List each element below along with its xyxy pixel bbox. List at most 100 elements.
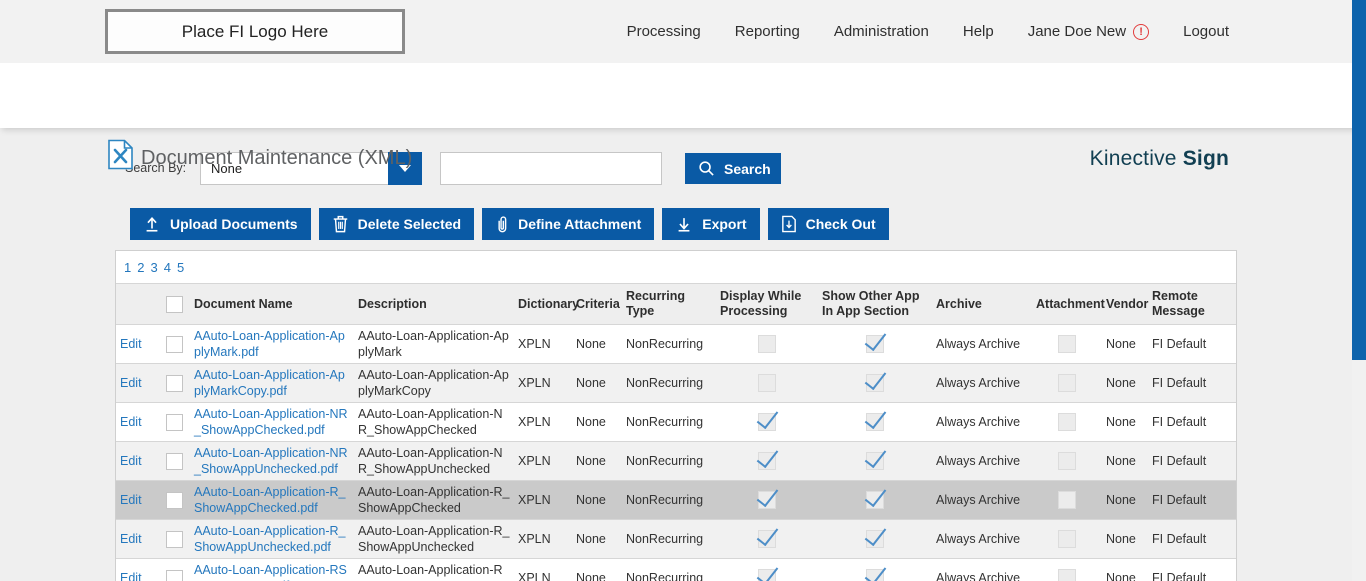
document-name-link[interactable]: AAuto-Loan-Application-NR_ShowAppUncheck… <box>194 446 348 476</box>
criteria-value: None <box>576 454 606 468</box>
attachment-checkbox <box>1058 530 1076 548</box>
nav-reporting[interactable]: Reporting <box>734 23 800 40</box>
document-name-link[interactable]: AAuto-Loan-Application-NR_ShowAppChecked… <box>194 407 348 437</box>
edit-link[interactable]: Edit <box>120 415 142 429</box>
page-link-3[interactable]: 3 <box>150 259 158 275</box>
remote-message-value: FI Default <box>1152 415 1207 429</box>
page-link-4[interactable]: 4 <box>163 259 171 275</box>
header-document-name: Document Name <box>194 296 293 311</box>
row-select-checkbox[interactable] <box>165 530 183 548</box>
recurring-type-value: NonRecurring <box>626 493 704 507</box>
recurring-type-value: NonRecurring <box>626 454 704 468</box>
define-attachment-button[interactable]: Define Attachment <box>482 208 655 240</box>
header-vendor: Vendor <box>1106 296 1149 311</box>
show-other-app-checkbox <box>866 452 884 470</box>
display-while-processing-checkbox <box>758 569 776 581</box>
upload-documents-button[interactable]: Upload Documents <box>130 208 311 240</box>
edit-link[interactable]: Edit <box>120 337 142 351</box>
display-while-processing-checkbox <box>758 530 776 548</box>
row-select-checkbox[interactable] <box>165 335 183 353</box>
show-other-app-checkbox <box>866 374 884 392</box>
edit-link[interactable]: Edit <box>120 376 142 390</box>
table-row[interactable]: Edit AAuto-Loan-Application-RS-AFD731-te… <box>116 558 1236 581</box>
nav-user-menu[interactable]: Jane Doe New ! <box>1028 23 1150 40</box>
table-row[interactable]: Edit AAuto-Loan-Application-ApplyMark.pd… <box>116 324 1236 364</box>
archive-value: Always Archive <box>936 415 1021 429</box>
document-name-link[interactable]: AAuto-Loan-Application-ApplyMarkCopy.pdf <box>194 368 345 398</box>
nav-logout[interactable]: Logout <box>1183 23 1229 40</box>
nav-processing[interactable]: Processing <box>626 23 701 40</box>
header-display-while-processing: Display While Processing <box>720 289 802 318</box>
criteria-value: None <box>576 415 606 429</box>
description-text: AAuto-Loan-Application-ApplyMarkCopy <box>358 368 509 398</box>
description-text: AAuto-Loan-Application-NR_ShowAppUncheck… <box>358 446 503 476</box>
page-link-5[interactable]: 5 <box>176 259 185 275</box>
table-row[interactable]: Edit AAuto-Loan-Application-ApplyMarkCop… <box>116 363 1236 403</box>
row-select-checkbox[interactable] <box>165 374 183 392</box>
search-by-select[interactable]: None <box>200 152 422 185</box>
remote-message-value: FI Default <box>1152 571 1207 581</box>
check-out-button[interactable]: Check Out <box>767 208 889 240</box>
description-text: AAuto-Loan-Application-ApplyMark <box>358 329 509 359</box>
row-select-checkbox[interactable] <box>165 452 183 470</box>
archive-value: Always Archive <box>936 571 1021 581</box>
document-name-link[interactable]: AAuto-Loan-Application-R_ShowAppUnchecke… <box>194 524 346 554</box>
vendor-value: None <box>1106 454 1136 468</box>
download-icon <box>675 215 693 233</box>
table-row[interactable]: Edit AAuto-Loan-Application-R_ShowAppUnc… <box>116 519 1236 559</box>
dictionary-value: XPLN <box>518 376 551 390</box>
fi-logo-text: Place FI Logo Here <box>181 21 329 41</box>
document-name-link[interactable]: AAuto-Loan-Application-RS-AFD731-test.pd… <box>194 563 347 581</box>
recurring-type-value: NonRecurring <box>626 532 704 546</box>
edit-link[interactable]: Edit <box>120 532 142 546</box>
search-by-selected-value: None <box>211 161 243 176</box>
attachment-checkbox <box>1058 491 1076 509</box>
nav-administration[interactable]: Administration <box>833 23 929 40</box>
nav-help[interactable]: Help <box>962 23 994 40</box>
edit-link[interactable]: Edit <box>120 454 142 468</box>
row-select-checkbox[interactable] <box>165 569 183 581</box>
vertical-scrollbar[interactable] <box>1352 0 1366 581</box>
row-select-checkbox[interactable] <box>165 413 183 431</box>
display-while-processing-checkbox <box>758 413 776 431</box>
search-button[interactable]: Search <box>685 153 781 184</box>
archive-value: Always Archive <box>936 337 1021 351</box>
select-all-checkbox[interactable] <box>165 295 183 313</box>
page-link-2[interactable]: 2 <box>137 259 145 275</box>
dictionary-value: XPLN <box>518 415 551 429</box>
trash-icon <box>332 215 349 233</box>
criteria-value: None <box>576 493 606 507</box>
show-other-app-checkbox <box>866 335 884 353</box>
header-recurring-type: Recurring Type <box>626 289 686 318</box>
remote-message-value: FI Default <box>1152 376 1207 390</box>
document-name-link[interactable]: AAuto-Loan-Application-ApplyMark.pdf <box>194 329 345 359</box>
display-while-processing-checkbox <box>758 452 776 470</box>
define-attachment-label: Define Attachment <box>518 216 642 232</box>
dictionary-value: XPLN <box>518 532 551 546</box>
top-bar: Place FI Logo Here Processing Reporting … <box>0 0 1366 63</box>
dictionary-value: XPLN <box>518 337 551 351</box>
criteria-value: None <box>576 532 606 546</box>
vendor-value: None <box>1106 415 1136 429</box>
criteria-value: None <box>576 337 606 351</box>
dictionary-value: XPLN <box>518 454 551 468</box>
edit-link[interactable]: Edit <box>120 571 142 581</box>
table-row[interactable]: Edit AAuto-Loan-Application-R_ShowAppChe… <box>116 480 1236 520</box>
archive-value: Always Archive <box>936 532 1021 546</box>
page-title: Document Maintenance (XML) <box>141 147 413 169</box>
page-link-1[interactable]: 1 <box>124 259 132 275</box>
header-criteria: Criteria <box>576 296 620 311</box>
scrollbar-thumb[interactable] <box>1352 0 1366 360</box>
criteria-value: None <box>576 571 606 581</box>
row-select-checkbox[interactable] <box>165 491 183 509</box>
select-dropdown-button[interactable] <box>388 152 422 185</box>
upload-documents-label: Upload Documents <box>170 216 298 232</box>
edit-link[interactable]: Edit <box>120 493 142 507</box>
display-while-processing-checkbox <box>758 491 776 509</box>
document-name-link[interactable]: AAuto-Loan-Application-R_ShowAppChecked.… <box>194 485 346 515</box>
export-button[interactable]: Export <box>662 208 760 240</box>
search-input[interactable] <box>440 152 662 185</box>
table-row[interactable]: Edit AAuto-Loan-Application-NR_ShowAppCh… <box>116 402 1236 442</box>
delete-selected-button[interactable]: Delete Selected <box>318 208 475 240</box>
table-row[interactable]: Edit AAuto-Loan-Application-NR_ShowAppUn… <box>116 441 1236 481</box>
